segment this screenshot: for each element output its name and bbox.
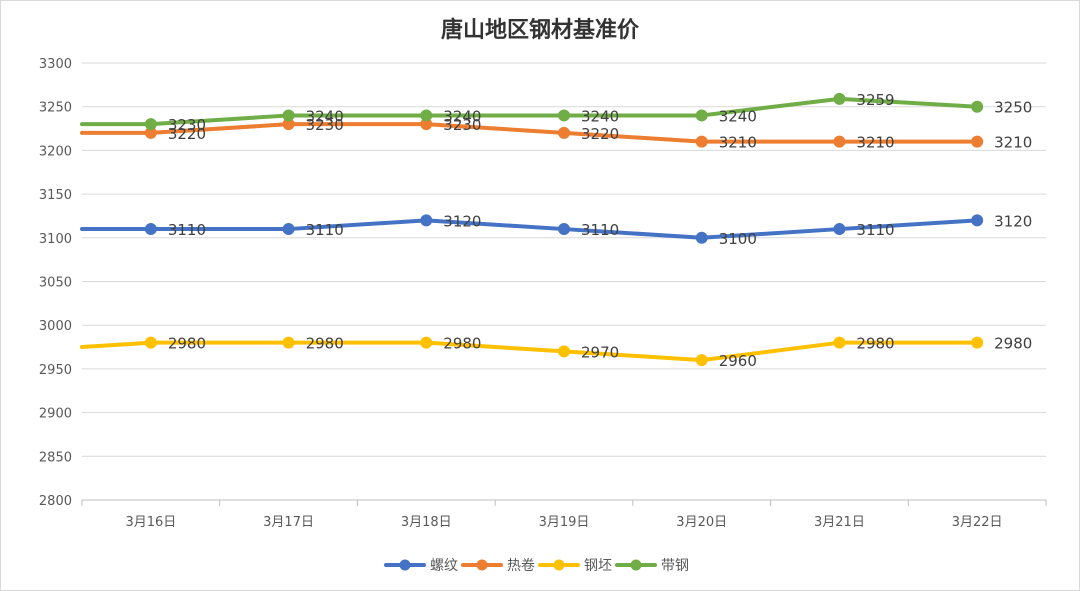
series-line-1 <box>80 122 980 144</box>
data-label: 3230 <box>443 116 481 134</box>
x-tick-label: 3月22日 <box>952 515 1003 530</box>
data-label: 3100 <box>719 230 757 248</box>
x-tick-label: 3月21日 <box>814 515 865 530</box>
data-point <box>971 135 984 148</box>
x-tick-label: 3月17日 <box>263 515 314 530</box>
data-point <box>420 109 433 122</box>
legend-swatch-marker <box>553 559 565 571</box>
series-line-0 <box>80 218 980 240</box>
legend-swatch-marker <box>399 559 411 571</box>
y-tick-label: 3000 <box>39 319 72 334</box>
y-tick-label: 3200 <box>39 144 72 159</box>
data-label: 2970 <box>581 343 619 361</box>
series-line-2 <box>80 340 980 363</box>
data-label: 3259 <box>856 91 894 109</box>
y-tick-label: 3250 <box>39 101 72 116</box>
chart-title: 唐山地区钢材基准价 <box>440 17 639 43</box>
data-point <box>833 223 846 236</box>
y-tick-label: 2850 <box>39 450 72 465</box>
data-label: 3110 <box>581 221 619 239</box>
data-point <box>833 135 846 148</box>
data-label: 2980 <box>443 335 481 353</box>
y-tick-label: 3050 <box>39 276 72 291</box>
data-label: 3230 <box>306 116 344 134</box>
data-point <box>558 345 570 358</box>
x-tick-label: 3月20日 <box>676 515 727 530</box>
legend-label: 螺纹 <box>430 558 458 574</box>
data-label: 3220 <box>581 125 619 143</box>
data-label: 2980 <box>994 335 1032 353</box>
data-point <box>282 336 295 349</box>
y-tick-label: 2950 <box>39 363 72 378</box>
data-point <box>833 92 846 105</box>
data-label: 3240 <box>443 107 481 125</box>
data-label: 2960 <box>719 352 757 370</box>
legend-label: 带钢 <box>661 558 689 574</box>
data-label: 3210 <box>856 134 894 152</box>
y-tick-label: 2900 <box>39 407 72 422</box>
data-point <box>971 214 984 227</box>
series-line-3 <box>80 96 980 127</box>
data-point <box>558 126 570 139</box>
y-tick-label: 3100 <box>39 232 72 247</box>
data-point <box>695 135 708 148</box>
data-point <box>558 109 570 122</box>
data-label: 3110 <box>856 221 894 239</box>
data-label: 2980 <box>306 335 344 353</box>
legend-swatch-marker <box>630 559 642 571</box>
data-label: 3220 <box>168 125 206 143</box>
data-label: 3240 <box>581 107 619 125</box>
data-label: 3210 <box>719 134 757 152</box>
data-label: 3120 <box>994 212 1032 230</box>
y-tick-label: 2800 <box>39 494 72 509</box>
data-point <box>420 336 433 349</box>
data-label: 3240 <box>719 107 757 125</box>
legend-swatch-marker <box>476 559 488 571</box>
data-label: 3250 <box>994 99 1032 117</box>
data-label: 2980 <box>168 335 206 353</box>
legend-label: 热卷 <box>507 558 535 574</box>
data-point <box>144 118 157 131</box>
x-tick-label: 3月16日 <box>125 515 176 530</box>
data-point <box>971 336 984 349</box>
data-point <box>420 214 433 227</box>
data-label: 3120 <box>443 212 481 230</box>
data-point <box>282 223 295 236</box>
data-point <box>833 336 846 349</box>
data-label: 3110 <box>168 221 206 239</box>
data-point <box>695 354 708 367</box>
data-label: 2980 <box>856 335 894 353</box>
data-label: 3240 <box>306 107 344 125</box>
data-point <box>971 100 984 113</box>
data-label: 3110 <box>306 221 344 239</box>
y-tick-label: 3300 <box>39 57 72 72</box>
y-tick-label: 3150 <box>39 188 72 203</box>
x-tick-label: 3月18日 <box>401 515 452 530</box>
data-point <box>144 336 157 349</box>
x-tick-label: 3月19日 <box>539 515 590 530</box>
data-point <box>695 231 708 244</box>
data-point <box>144 223 157 236</box>
data-label: 3230 <box>168 116 206 134</box>
data-point <box>558 223 570 236</box>
data-label: 3210 <box>994 134 1032 152</box>
data-point <box>695 109 708 122</box>
legend-label: 钢坯 <box>584 558 612 574</box>
data-point <box>282 109 295 122</box>
